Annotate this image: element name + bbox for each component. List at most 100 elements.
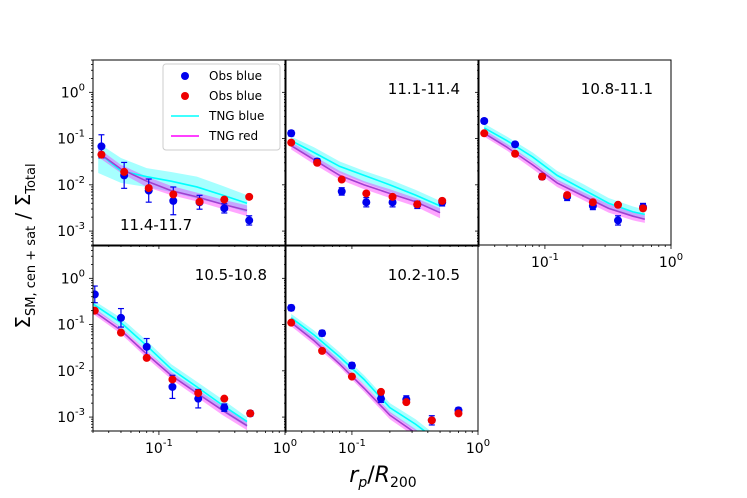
obs-blue-point <box>169 196 178 205</box>
panel-3: 10.8-11.1 <box>475 59 672 249</box>
obs-red-point <box>438 196 447 205</box>
panel-3-label: 10.8-11.1 <box>581 80 653 98</box>
tng-blue-band <box>291 313 431 431</box>
legend-marker <box>181 72 189 80</box>
obs-red-point <box>402 398 411 407</box>
obs-red-point <box>246 409 255 418</box>
tng-red-band <box>291 141 441 219</box>
tng-blue-line <box>290 317 426 431</box>
tng-blue-line <box>483 127 645 216</box>
obs-red-point <box>313 158 322 167</box>
obs-blue-point <box>116 313 125 322</box>
obs-red-point <box>195 197 204 206</box>
x-tick-label: 10-1 <box>531 252 559 271</box>
x-tick-label: 100 <box>466 438 490 457</box>
panel-3-plot-area <box>480 116 648 226</box>
panels-layer: 11.4-11.7 100 10-1 10-2 10-3 11.1-11.4 10.8-11… <box>57 59 683 457</box>
obs-red-point <box>142 353 151 362</box>
legend-label: Obs blue <box>209 69 262 83</box>
obs-red-point <box>362 189 371 198</box>
obs-blue-point <box>362 198 371 207</box>
obs-red-point <box>454 409 463 418</box>
obs-red-point <box>376 387 385 396</box>
legend: Obs blue Obs blue TNG blue TNG red <box>162 63 281 151</box>
x-tick-label: 10-1 <box>338 438 366 457</box>
obs-red-point <box>588 198 597 207</box>
obs-red-point <box>614 200 623 209</box>
legend-entry: Obs blue <box>181 89 262 103</box>
x-tick-label: 100 <box>659 252 683 271</box>
obs-red-point <box>116 328 125 337</box>
y-tick-label: 100 <box>61 82 85 101</box>
y-tick-label: 10-1 <box>57 315 85 334</box>
obs-red-point <box>511 149 520 158</box>
obs-blue-point <box>168 382 177 391</box>
y-tick-label: 10-3 <box>57 407 85 426</box>
obs-red-point <box>120 167 129 176</box>
obs-blue-point <box>347 361 356 370</box>
obs-red-point <box>538 172 547 181</box>
obs-red-point <box>563 191 572 200</box>
panel-1: 11.4-11.7 100 10-1 10-2 10-3 <box>57 59 286 249</box>
y-tick-label: 100 <box>61 268 85 287</box>
obs-red-point <box>639 204 648 213</box>
panel-1-label: 11.4-11.7 <box>120 216 192 234</box>
tng-red-band <box>98 148 248 217</box>
obs-red-point <box>194 389 203 398</box>
obs-red-point <box>220 394 229 403</box>
obs-blue-point <box>93 290 99 299</box>
obs-blue-point <box>220 204 229 213</box>
obs-blue-point <box>287 303 296 312</box>
panel-2: 11.1-11.4 <box>282 59 479 249</box>
obs-blue-point <box>245 216 254 225</box>
obs-blue-point <box>194 394 203 403</box>
panel-5-plot-area <box>287 303 463 431</box>
y-tick-label: 10-2 <box>57 175 85 194</box>
tng-red-band <box>484 129 645 223</box>
obs-blue-point <box>142 342 151 351</box>
panel-2-plot-area <box>287 129 447 219</box>
obs-blue-point <box>614 216 623 225</box>
obs-red-point <box>318 346 327 355</box>
tng-blue-line <box>290 139 441 207</box>
obs-red-point <box>97 150 106 159</box>
obs-red-point <box>480 129 489 138</box>
y-tick-label: 10-3 <box>57 221 85 240</box>
obs-red-point <box>347 372 356 381</box>
obs-blue-point <box>318 329 327 338</box>
legend-label: TNG red <box>208 129 258 143</box>
legend-frame <box>162 63 281 151</box>
obs-red-point <box>388 192 397 201</box>
y-axis-title: ΣSM, cen + sat / ΣTotal <box>11 163 39 328</box>
legend-entry: Obs blue <box>181 69 262 83</box>
legend-entry: TNG red <box>171 129 258 143</box>
panel-3-frame <box>478 59 672 246</box>
panel-5-frame <box>285 245 479 432</box>
panel-4-plot-area <box>93 285 255 431</box>
panel-4: 10.5-10.8 100 10-1 10-2 10-3 <box>57 245 286 435</box>
obs-red-point <box>93 306 99 315</box>
panel-5-label: 10.2-10.5 <box>388 266 460 284</box>
obs-red-point <box>427 416 436 425</box>
y-tick-label: 10-1 <box>57 129 85 148</box>
obs-red-point <box>168 375 177 384</box>
obs-red-point <box>337 175 346 184</box>
x-tick-label: 100 <box>273 438 297 457</box>
obs-red-point <box>413 200 422 209</box>
obs-red-point <box>245 192 254 201</box>
legend-label: TNG blue <box>208 109 264 123</box>
obs-red-point <box>287 318 296 327</box>
legend-marker <box>181 92 189 100</box>
obs-blue-point <box>97 142 106 151</box>
tng-red-line <box>290 322 414 431</box>
panel-5: 10.2-10.5 <box>282 245 479 435</box>
obs-red-point <box>220 195 229 204</box>
x-tick-label: 10-1 <box>145 438 173 457</box>
obs-blue-point <box>337 187 346 196</box>
panel-2-label: 11.1-11.4 <box>388 80 460 98</box>
legend-label: Obs blue <box>209 89 262 103</box>
tng-red-line <box>483 132 646 221</box>
obs-blue-point <box>376 394 385 403</box>
tng-blue-band <box>98 143 248 213</box>
